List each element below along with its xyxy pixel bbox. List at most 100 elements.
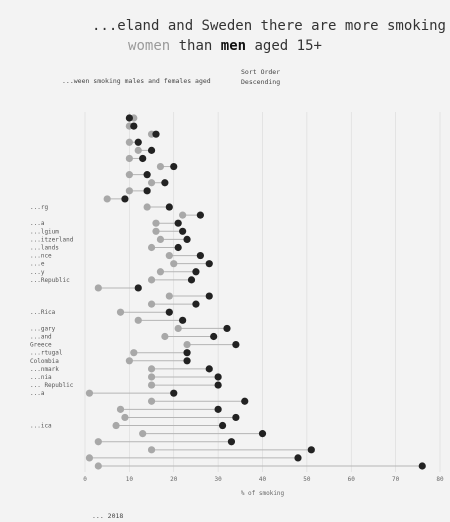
- male-dot: [192, 268, 200, 276]
- x-tick-label: 0: [83, 476, 87, 483]
- country-label: Greece: [30, 342, 52, 349]
- male-dot: [183, 235, 191, 243]
- male-dot: [165, 308, 173, 316]
- female-dot: [130, 349, 138, 357]
- male-dot: [179, 316, 187, 324]
- male-dot: [214, 405, 222, 413]
- x-tick-label: 50: [303, 476, 311, 483]
- country-label: ...nce: [30, 253, 52, 260]
- country-label: ... Republic: [30, 382, 74, 389]
- female-dot: [116, 308, 125, 316]
- female-dot: [125, 357, 133, 365]
- male-dot: [214, 373, 222, 381]
- male-dot: [174, 219, 182, 227]
- chart-footer: ... 2018: [92, 512, 124, 520]
- female-dot: [147, 446, 156, 454]
- female-dot: [147, 179, 156, 187]
- country-label: ...Rica: [30, 309, 56, 316]
- female-dot: [147, 243, 156, 252]
- male-dot: [187, 276, 196, 284]
- female-dot: [152, 227, 160, 235]
- country-label: ...ica: [30, 423, 52, 430]
- country-label: ...and: [30, 334, 52, 341]
- x-tick-label: 20: [170, 476, 178, 483]
- female-dot: [143, 203, 151, 211]
- country-label: ...rtugal: [30, 350, 63, 357]
- title-women: women: [128, 38, 171, 54]
- male-dot: [205, 292, 213, 300]
- female-dot: [147, 365, 156, 373]
- country-label: ...y: [30, 269, 45, 276]
- male-dot: [205, 260, 213, 268]
- female-dot: [161, 332, 169, 341]
- male-dot: [218, 421, 227, 430]
- country-label: ...e: [30, 261, 45, 268]
- country-label: Colombia: [30, 358, 59, 365]
- country-label: ...itzerland: [30, 236, 74, 243]
- male-dot: [179, 227, 187, 235]
- male-dot: [205, 365, 213, 373]
- female-dot: [116, 405, 125, 413]
- male-dot: [232, 413, 240, 422]
- female-dot: [165, 251, 173, 260]
- x-axis-label: % of smoking: [241, 490, 285, 497]
- country-label: ...nmark: [30, 366, 59, 373]
- sort-order-label: Sort Order: [241, 68, 281, 76]
- male-dot: [125, 114, 133, 122]
- sort-order-dropdown[interactable]: Descending: [241, 78, 281, 86]
- female-dot: [147, 381, 156, 389]
- female-dot: [85, 389, 94, 397]
- female-dot: [156, 268, 165, 276]
- country-label: ...lands: [30, 244, 59, 251]
- male-dot: [161, 179, 169, 187]
- female-dot: [134, 316, 142, 324]
- female-dot: [134, 146, 142, 154]
- male-dot: [223, 324, 231, 333]
- male-dot: [183, 357, 191, 365]
- male-dot: [143, 171, 151, 179]
- country-label: ...Republic: [30, 277, 70, 284]
- male-dot: [170, 162, 178, 171]
- male-dot: [130, 122, 138, 130]
- female-dot: [183, 341, 191, 349]
- male-dot: [294, 454, 302, 462]
- male-dot: [232, 341, 240, 349]
- male-dot: [174, 243, 182, 252]
- male-dot: [134, 138, 142, 146]
- female-dot: [170, 260, 178, 268]
- male-dot: [210, 332, 218, 341]
- male-dot: [147, 146, 156, 154]
- male-dot: [165, 203, 173, 211]
- female-dot: [125, 171, 133, 179]
- female-dot: [147, 373, 156, 381]
- female-dot: [94, 462, 102, 470]
- male-dot: [196, 251, 204, 260]
- female-dot: [147, 300, 156, 308]
- chart-title-line2: women than men aged 15+: [0, 38, 450, 54]
- male-dot: [227, 438, 236, 446]
- x-tick-label: 30: [215, 476, 223, 483]
- male-dot: [170, 389, 178, 397]
- x-tick-label: 10: [126, 476, 134, 483]
- male-dot: [418, 462, 426, 470]
- female-dot: [85, 454, 94, 462]
- male-dot: [139, 154, 147, 163]
- country-label: ...a: [30, 390, 45, 397]
- female-dot: [147, 397, 156, 405]
- female-dot: [139, 430, 147, 438]
- title-men: men: [220, 38, 247, 54]
- female-dot: [179, 211, 187, 219]
- x-tick-label: 60: [348, 476, 356, 483]
- male-dot: [214, 381, 222, 389]
- male-dot: [143, 187, 151, 195]
- country-label: ...gary: [30, 325, 56, 332]
- female-dot: [94, 284, 102, 292]
- male-dot: [196, 211, 204, 219]
- female-dot: [125, 138, 133, 146]
- female-dot: [152, 219, 160, 227]
- male-dot: [134, 284, 142, 292]
- female-dot: [121, 413, 129, 422]
- country-label: ...rg: [30, 204, 48, 211]
